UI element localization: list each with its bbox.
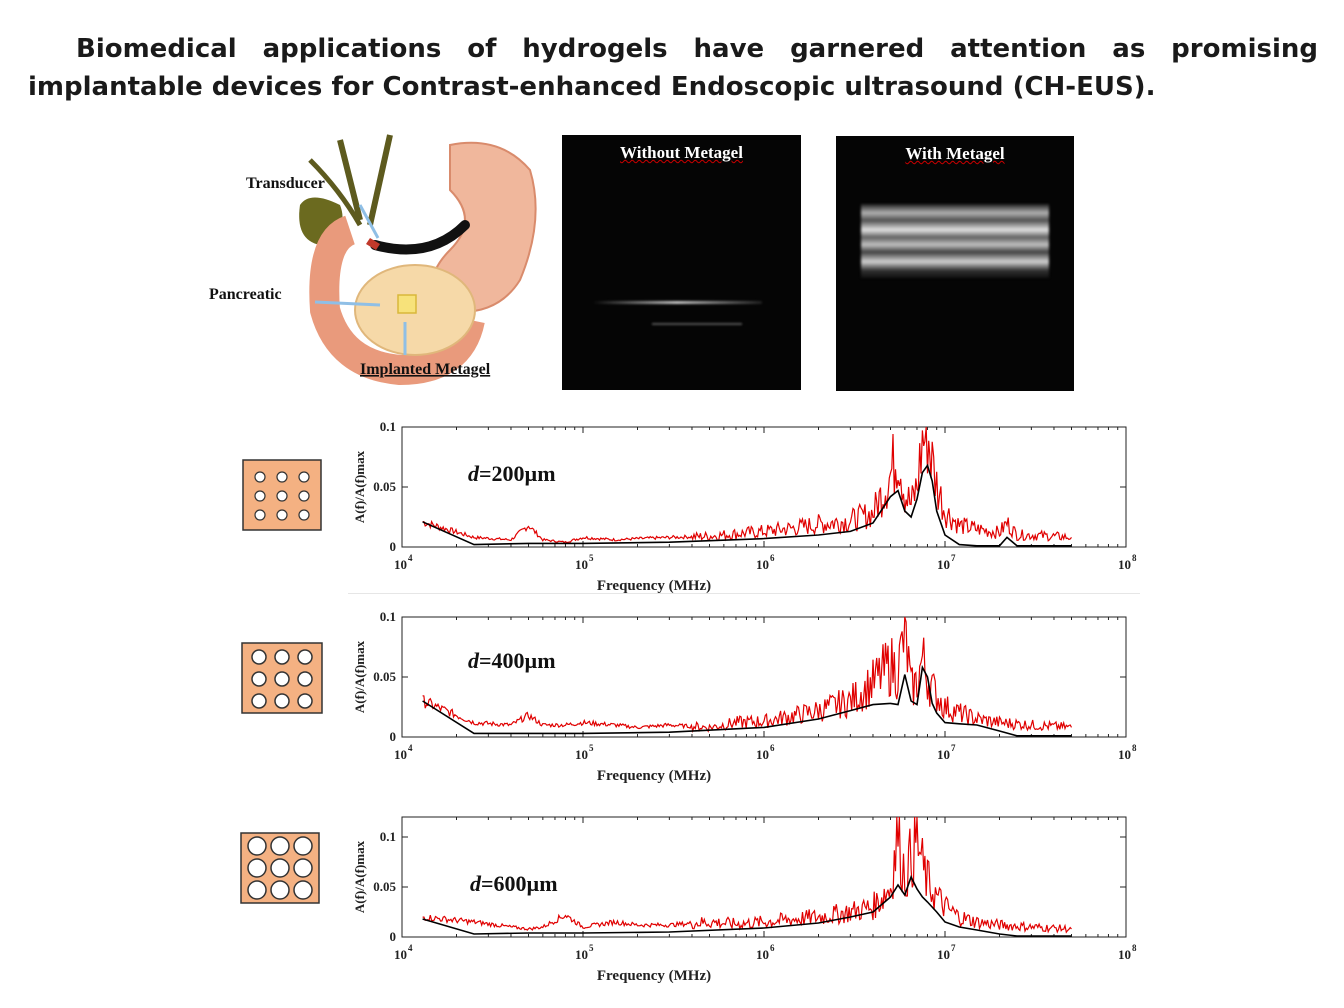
plot-separator (348, 593, 1140, 594)
series-smooth-line (422, 463, 1072, 547)
without-metagel-title: Without Metagel (620, 143, 743, 162)
y-axis-label: A(f)/A(f)max (352, 640, 367, 713)
hole-pattern-400 (241, 642, 323, 714)
y-tick-label: 0.1 (380, 419, 396, 434)
x-tick-label: 10 (937, 947, 950, 962)
x-tick-exponent: 7 (951, 553, 956, 563)
echo-line (592, 301, 762, 304)
plot-frame (401, 426, 1127, 548)
x-tick-exponent: 8 (1132, 743, 1137, 753)
y-tick-label: 0 (390, 729, 397, 744)
y-tick-label: 0.05 (373, 879, 396, 894)
echo-line-faint (652, 323, 742, 325)
x-tick-label: 10 (756, 747, 769, 762)
annotation-variable: d (468, 648, 480, 673)
metagel-cube (397, 294, 417, 314)
x-axis-label: Frequency (MHz) (597, 578, 711, 594)
x-axis-label: Frequency (MHz) (597, 768, 711, 784)
x-tick-exponent: 6 (770, 553, 775, 563)
series-raw-line (422, 616, 1073, 734)
series-smooth-line (422, 874, 1072, 937)
implant-label: Implanted Metagel (360, 361, 491, 378)
y-tick-label: 0 (390, 539, 397, 554)
transducer-label: Transducer (246, 175, 325, 192)
ultrasound-without-panel: Without Metagel (562, 135, 801, 390)
x-tick-label: 10 (937, 747, 950, 762)
x-tick-exponent: 6 (770, 943, 775, 953)
x-axis-label: Frequency (MHz) (597, 968, 711, 984)
y-axis-label: A(f)/A(f)max (352, 450, 367, 523)
y-tick-label: 0 (390, 929, 397, 944)
transducer-tip (366, 238, 380, 250)
transducer-arrow (358, 204, 380, 239)
x-tick-exponent: 7 (951, 743, 956, 753)
annotation-value: =400µm (479, 648, 556, 673)
stomach-shape (431, 141, 537, 313)
x-tick-label: 10 (394, 557, 407, 572)
x-tick-exponent: 6 (770, 743, 775, 753)
x-tick-exponent: 5 (589, 553, 594, 563)
annotation-variable: d (470, 871, 482, 896)
pancreatic-arrow (314, 300, 381, 307)
x-tick-exponent: 8 (1132, 943, 1137, 953)
annotation-value: =200µm (479, 461, 556, 486)
series-raw-line (422, 816, 1072, 934)
with-metagel-title: With Metagel (905, 144, 1005, 163)
x-tick-label: 10 (575, 747, 588, 762)
x-tick-exponent: 7 (951, 943, 956, 953)
annotation-variable: d (468, 461, 480, 486)
x-tick-label: 10 (756, 557, 769, 572)
x-tick-exponent: 5 (589, 943, 594, 953)
pancreatic-label: Pancreatic (209, 286, 282, 303)
diameter-annotation: d=600µm (470, 871, 558, 896)
echo-band (861, 204, 1049, 278)
x-tick-label: 10 (575, 557, 588, 572)
x-tick-exponent: 8 (1132, 553, 1137, 563)
x-tick-exponent: 4 (408, 743, 413, 753)
x-tick-label: 10 (394, 947, 407, 962)
hole-pattern-200 (242, 459, 322, 531)
diameter-annotation: d=200µm (468, 461, 556, 486)
duodenum-shape (309, 215, 485, 386)
ultrasound-with-panel: With Metagel (836, 136, 1074, 391)
x-tick-label: 10 (1118, 947, 1131, 962)
y-tick-label: 0.1 (380, 609, 396, 624)
x-tick-exponent: 4 (408, 943, 413, 953)
x-tick-label: 10 (1118, 557, 1131, 572)
endoscope-shape (370, 220, 470, 255)
y-axis-label: A(f)/A(f)max (352, 840, 367, 913)
x-tick-label: 10 (575, 947, 588, 962)
x-tick-label: 10 (756, 947, 769, 962)
anatomy-illustration: Transducer Pancreatic Implanted Metagel (209, 134, 537, 386)
y-tick-label: 0.05 (373, 669, 396, 684)
x-tick-label: 10 (937, 557, 950, 572)
y-tick-label: 0.1 (380, 829, 396, 844)
x-tick-exponent: 4 (408, 553, 413, 563)
x-tick-exponent: 5 (589, 743, 594, 753)
hole-pattern-600 (240, 832, 320, 904)
diameter-annotation: d=400µm (468, 648, 556, 673)
page-heading: Biomedical applications of hydrogels hav… (28, 34, 1318, 102)
x-tick-label: 10 (394, 747, 407, 762)
annotation-value: =600µm (481, 871, 558, 896)
y-tick-label: 0.05 (373, 479, 396, 494)
series-smooth-line (422, 664, 1072, 737)
series-raw-line (422, 426, 1072, 544)
x-tick-label: 10 (1118, 747, 1131, 762)
